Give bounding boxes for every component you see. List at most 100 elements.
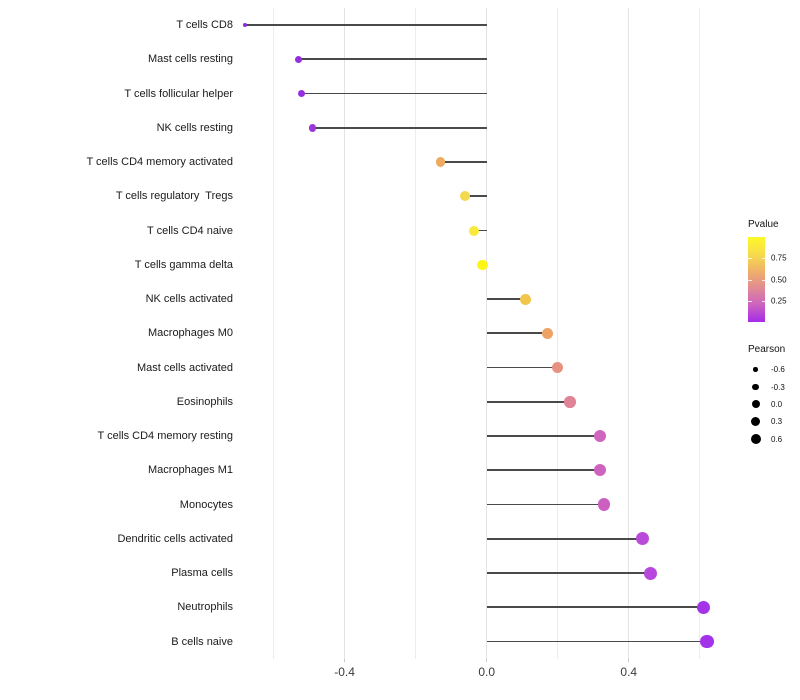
lollipop-dot bbox=[298, 90, 306, 97]
lollipop-stem bbox=[486, 606, 704, 609]
pvalue-legend-title: Pvalue bbox=[748, 219, 779, 230]
pvalue-colorbar: 0.75 0.50 0.25 bbox=[748, 237, 787, 322]
y-axis-label: Mast cells resting bbox=[148, 53, 233, 66]
pvalue-tick-label: 0.25 bbox=[771, 296, 787, 306]
gridline bbox=[557, 8, 559, 659]
lollipop-stem bbox=[486, 537, 643, 540]
pearson-legend-entry: -0.3 bbox=[748, 378, 785, 395]
lollipop-stem bbox=[486, 572, 651, 574]
lollipop-stem bbox=[298, 58, 487, 61]
pearson-legend-label: -0.3 bbox=[771, 382, 785, 392]
y-axis-label: T cells regulatory Tregs bbox=[115, 190, 233, 203]
y-axis-label: NK cells activated bbox=[145, 293, 233, 305]
pvalue-colorbar-tick bbox=[761, 258, 765, 260]
pearson-legend-dot-box bbox=[748, 367, 763, 372]
lollipop-dot bbox=[294, 55, 302, 63]
pearson-legend-label: 0.6 bbox=[771, 434, 783, 444]
pearson-legend-label: -0.6 bbox=[771, 365, 785, 375]
y-axis-label: Macrophages M0 bbox=[148, 327, 233, 340]
y-axis-label: Monocytes bbox=[179, 498, 233, 511]
lollipop-dot bbox=[520, 293, 532, 305]
y-axis-label: T cells CD8 bbox=[176, 19, 233, 31]
lollipop-stem bbox=[486, 332, 548, 335]
gridline bbox=[699, 8, 701, 659]
lollipop-dot bbox=[541, 327, 553, 339]
pearson-legend: Pearson -0.6 -0.3 0.0 0.3 0.6 bbox=[748, 344, 785, 448]
y-axis-label: T cells CD4 memory resting bbox=[97, 430, 234, 442]
lollipop-dot bbox=[243, 23, 248, 27]
gridline bbox=[344, 8, 346, 659]
y-axis-label: T cells CD4 memory activated bbox=[86, 156, 233, 168]
pearson-legend-dot-box bbox=[748, 400, 763, 409]
pearson-legend-entry: 0.6 bbox=[748, 431, 785, 448]
lollipop-stem bbox=[474, 229, 487, 232]
lollipop-dot bbox=[435, 157, 446, 167]
lollipop-stem bbox=[301, 92, 487, 95]
pearson-legend-entry: 0.3 bbox=[748, 413, 785, 430]
y-axis-label: Macrophages M1 bbox=[148, 464, 233, 477]
lollipop-dot bbox=[700, 634, 714, 649]
x-axis-tick-label: -0.4 bbox=[334, 665, 355, 679]
pvalue-colorbar-tick bbox=[748, 279, 752, 281]
pearson-legend-label: 0.3 bbox=[771, 417, 783, 427]
lollipop-stem bbox=[486, 469, 601, 472]
gridline bbox=[628, 8, 630, 659]
y-axis-label: NK cells resting bbox=[156, 121, 233, 134]
x-axis-tick bbox=[628, 659, 630, 662]
lollipop-stem bbox=[486, 640, 707, 643]
y-axis-label: Plasma cells bbox=[171, 567, 233, 579]
lollipop-dot bbox=[564, 396, 576, 408]
pvalue-colorbar-tick bbox=[748, 258, 752, 260]
x-axis-tick-label: 0.4 bbox=[620, 665, 638, 679]
pearson-legend-dot-box bbox=[748, 434, 763, 445]
lollipop-stem bbox=[486, 503, 604, 506]
x-axis-tick-label: 0.0 bbox=[478, 665, 495, 679]
y-axis-label: Mast cells activated bbox=[137, 361, 233, 374]
pvalue-tick-label: 0.50 bbox=[771, 275, 787, 284]
y-axis-label: B cells naive bbox=[171, 635, 233, 648]
y-axis-label: T cells CD4 naive bbox=[147, 224, 233, 237]
pearson-legend-entry: -0.6 bbox=[748, 361, 785, 378]
pvalue-colorbar-tick bbox=[761, 279, 765, 281]
lollipop-dot bbox=[308, 124, 317, 132]
y-axis-label: Dendritic cells activated bbox=[117, 532, 233, 545]
lollipop-dot bbox=[477, 259, 488, 270]
pearson-legend-title: Pearson bbox=[748, 344, 786, 355]
gridline bbox=[415, 8, 417, 659]
lollipop-stem bbox=[486, 400, 571, 403]
lollipop-stem bbox=[486, 298, 526, 300]
pearson-legend-label: 0.0 bbox=[771, 399, 783, 409]
lollipop-dot bbox=[594, 430, 607, 442]
gridline bbox=[273, 8, 274, 659]
lollipop-dot bbox=[696, 600, 711, 614]
pearson-legend-entry: 0.0 bbox=[748, 396, 785, 413]
x-axis-tick bbox=[486, 659, 488, 662]
y-axis-label: Neutrophils bbox=[177, 601, 233, 614]
lollipop-stem bbox=[486, 435, 601, 437]
lollipop-stem bbox=[245, 24, 487, 26]
lollipop-dot bbox=[469, 225, 480, 236]
lollipop-dot bbox=[594, 464, 607, 477]
y-axis-labels: T cells CD8 Mast cells resting T cells fol… bbox=[0, 8, 233, 659]
pvalue-colorbar-tick bbox=[761, 300, 765, 302]
lollipop-dot bbox=[636, 532, 650, 546]
pvalue-legend: Pvalue 0.75 0.50 0.25 bbox=[748, 219, 787, 322]
lollipop-dot bbox=[460, 191, 471, 202]
lollipop-stem bbox=[465, 195, 487, 198]
y-axis-label: T cells follicular helper bbox=[124, 87, 233, 100]
plot-panel bbox=[222, 8, 730, 662]
pearson-legend-dot bbox=[752, 383, 759, 391]
x-axis-tick bbox=[344, 659, 346, 662]
pearson-legend-dot-box bbox=[748, 417, 763, 427]
lollipop-stem bbox=[440, 161, 487, 163]
pearson-legend-dot bbox=[753, 367, 758, 372]
pearson-legend-dot-box bbox=[748, 383, 763, 391]
lollipop-stem bbox=[312, 126, 487, 129]
pearson-legend-entries: -0.6 -0.3 0.0 0.3 0.6 bbox=[748, 361, 785, 448]
pvalue-tick-label: 0.75 bbox=[771, 253, 787, 263]
y-axis-label: T cells gamma delta bbox=[134, 258, 233, 271]
pvalue-colorbar-tick bbox=[748, 300, 752, 302]
lollipop-dot bbox=[643, 566, 657, 580]
lollipop-stem bbox=[486, 366, 558, 369]
